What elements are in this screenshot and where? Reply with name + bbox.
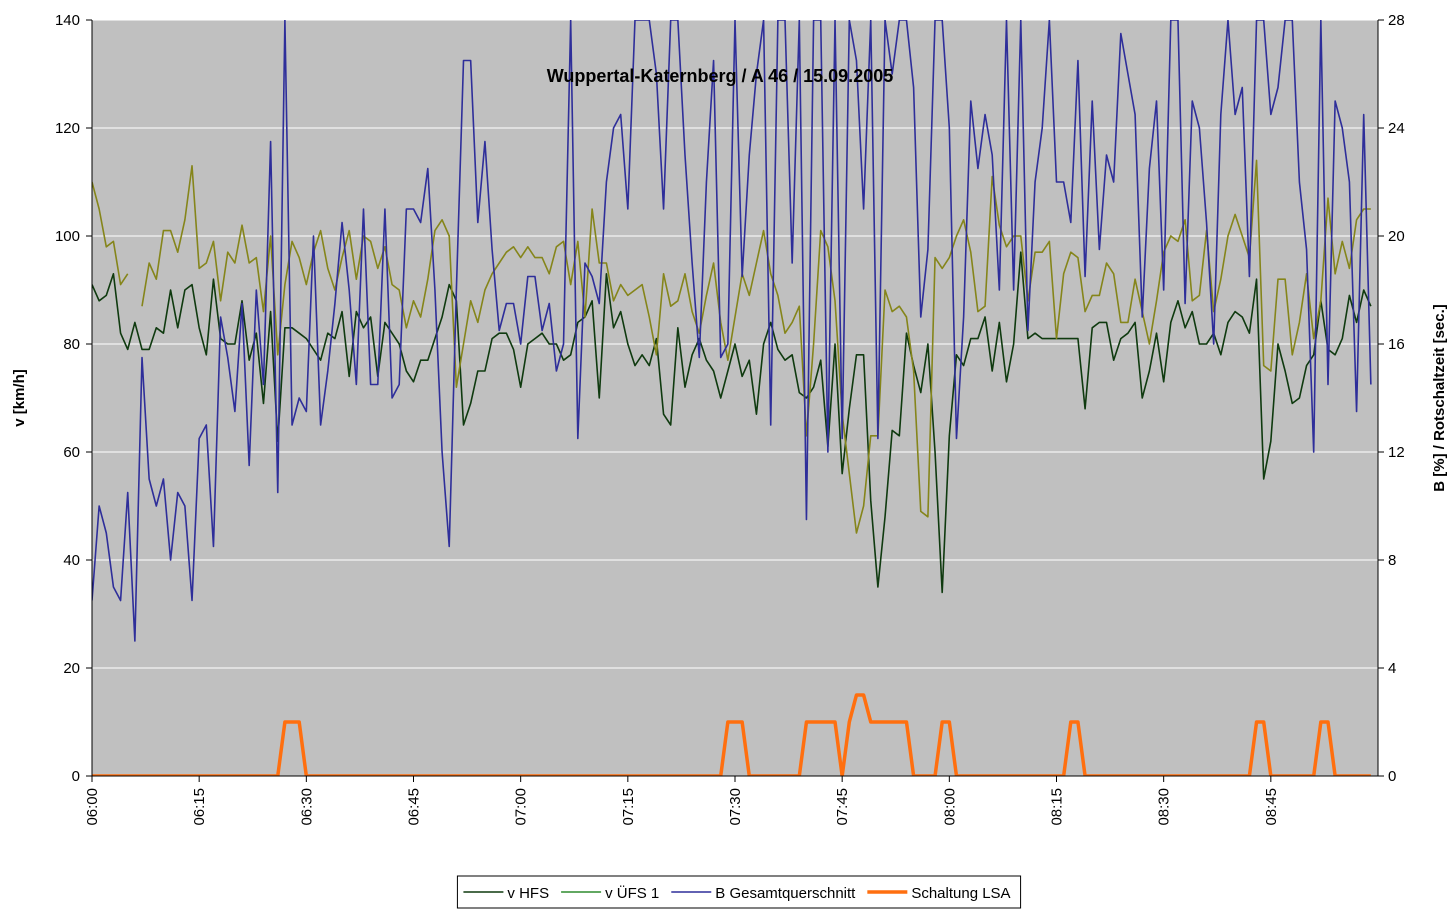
y-tick-label: 120: [55, 120, 80, 137]
y-tick-label: 140: [55, 12, 80, 29]
y-tick-label: 40: [63, 552, 80, 569]
y2-tick-label: 0: [1388, 768, 1396, 785]
y2-tick-label: 16: [1388, 336, 1405, 353]
x-tick-label: 06:45: [406, 788, 423, 826]
series-layer: [92, 20, 1372, 776]
y2-tick-label: 20: [1388, 228, 1405, 245]
x-tick-label: 08:45: [1263, 788, 1280, 826]
y2-axis-label: B [%] / Rotschaltzeit [sec.]: [1431, 304, 1448, 492]
y2-tick-label: 28: [1388, 12, 1405, 29]
series-line: [92, 693, 1371, 776]
legend-label: v ÜFS 1: [605, 884, 659, 902]
series-line: [92, 159, 1371, 534]
y-tick-label: 100: [55, 228, 80, 245]
x-tick-label: 07:00: [513, 788, 530, 826]
x-tick-label: 07:45: [834, 788, 851, 826]
plot-area: [91, 19, 1379, 777]
series-line: [92, 251, 1372, 594]
y-axis-label: v [km/h]: [11, 369, 28, 427]
y-tick-label: 0: [72, 768, 80, 785]
x-tick-label: 06:30: [298, 788, 315, 826]
chart-title: Wuppertal-Katernberg / A 46 / 15.09.2005: [547, 66, 893, 86]
y2-tick-label: 12: [1388, 444, 1405, 461]
x-tick-label: 08:30: [1156, 788, 1173, 826]
x-tick-label: 08:00: [941, 788, 958, 826]
x-tick-label: 06:15: [191, 788, 208, 826]
series-line: [92, 20, 1372, 642]
legend: v HFS v ÜFS 1 B Gesamtquerschnitt Schaltung…: [456, 875, 1022, 909]
legend-label: Schaltung LSA: [911, 885, 1010, 902]
x-tick-label: 06:00: [84, 788, 101, 826]
y2-tick-label: 4: [1388, 660, 1396, 677]
legend-box: [456, 875, 1022, 909]
legend-label: B Gesamtquerschnitt: [715, 885, 856, 902]
y2-tick-label: 24: [1388, 120, 1405, 137]
y-tick-label: 80: [63, 336, 80, 353]
y-tick-label: 20: [63, 660, 80, 677]
x-tick-label: 07:15: [620, 788, 637, 826]
x-tick-label: 07:30: [727, 788, 744, 826]
legend-label: v HFS: [507, 885, 549, 902]
x-tick-label: 08:15: [1049, 788, 1066, 826]
y2-tick-label: 8: [1388, 552, 1396, 569]
y-tick-label: 60: [63, 444, 80, 461]
